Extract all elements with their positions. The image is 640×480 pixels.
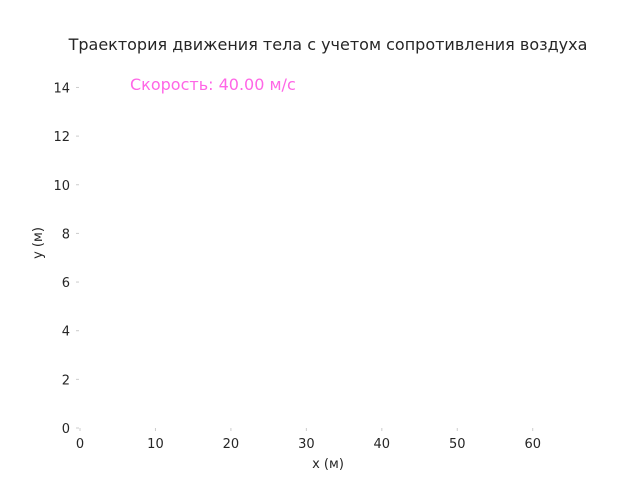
x-tick-label: 0 xyxy=(76,437,84,452)
y-axis-label: y (м) xyxy=(31,227,46,259)
x-tick-label: 40 xyxy=(374,437,391,452)
x-axis-label: x (м) xyxy=(312,457,344,472)
y-axis-ticks: 0 2 4 6 8 10 12 14 xyxy=(53,81,79,437)
speed-annotation: Скорость: 40.00 м/с xyxy=(130,75,296,94)
x-tick-label: 10 xyxy=(147,437,164,452)
y-tick-label: 0 xyxy=(62,422,70,437)
x-tick-label: 60 xyxy=(524,437,541,452)
y-tick-label: 10 xyxy=(53,179,70,194)
y-tick-label: 12 xyxy=(53,130,70,145)
y-tick-label: 4 xyxy=(62,325,70,340)
x-tick-label: 30 xyxy=(298,437,315,452)
y-tick-label: 2 xyxy=(62,373,70,388)
chart-title: Траектория движения тела с учетом сопрот… xyxy=(68,35,588,54)
x-tick-label: 20 xyxy=(223,437,240,452)
y-tick-label: 8 xyxy=(62,227,70,242)
x-tick-label: 50 xyxy=(449,437,466,452)
x-axis-ticks: 0 10 20 30 40 50 60 xyxy=(76,428,541,452)
y-tick-label: 14 xyxy=(53,81,70,96)
y-tick-label: 6 xyxy=(62,276,70,291)
